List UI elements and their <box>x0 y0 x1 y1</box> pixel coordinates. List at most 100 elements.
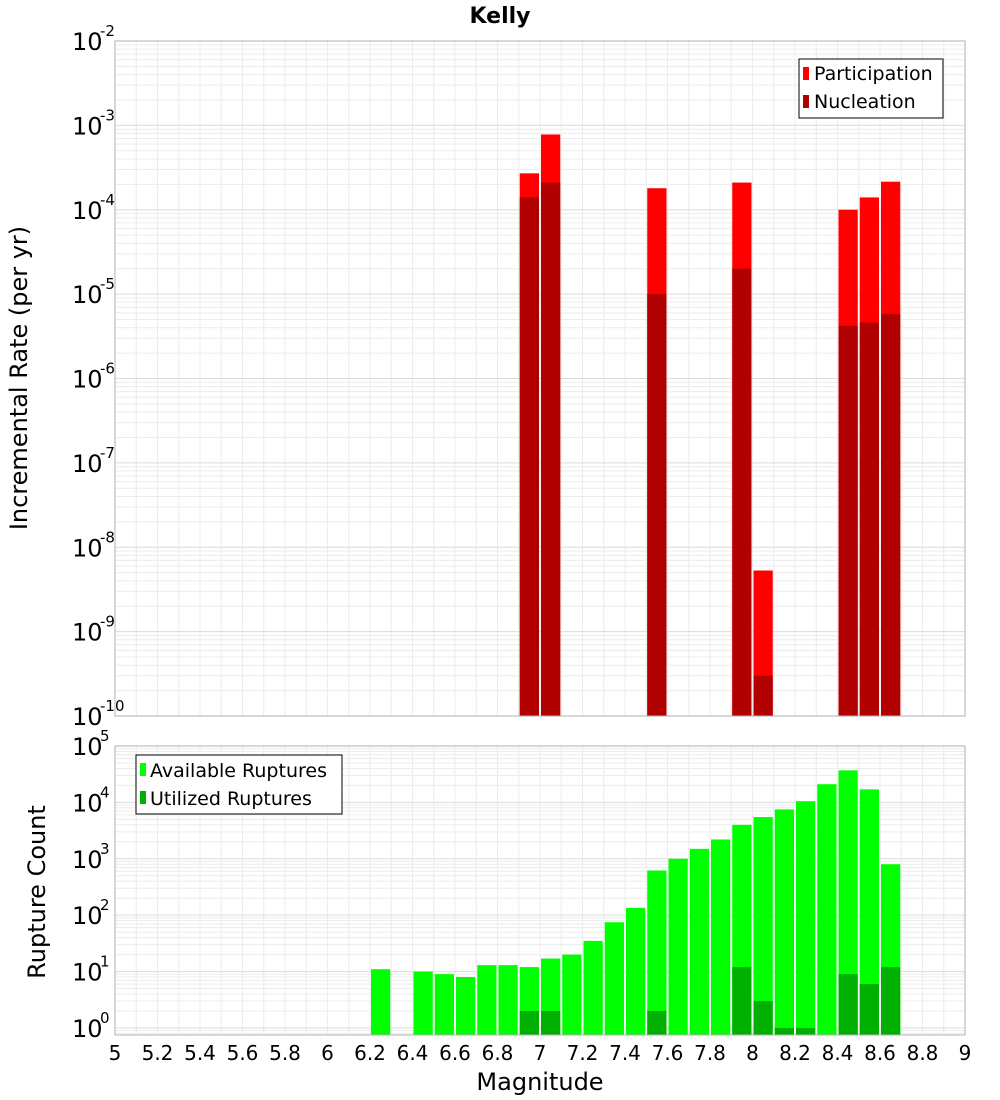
x-tick-label: 6.4 <box>397 1041 429 1065</box>
bottom-bar-available-ruptures <box>413 971 433 1035</box>
top-plot-frame <box>114 40 966 717</box>
bottom-bar-available-ruptures <box>668 858 688 1035</box>
top-y-tick-label: 10 <box>72 28 103 56</box>
available-legend-label: Available Ruptures <box>150 760 327 782</box>
bottom-y-tick-label: 10 <box>72 733 103 761</box>
bottom-y-tick-exponent: 5 <box>100 727 110 745</box>
top-y-tick-label: 10 <box>72 197 103 225</box>
nucleation-legend-label: Nucleation <box>814 91 916 113</box>
bottom-bar-available-ruptures <box>753 817 773 1035</box>
x-tick-label: 6.6 <box>439 1041 471 1065</box>
x-tick-label: 8.4 <box>822 1041 854 1065</box>
bottom-bar-utilized-ruptures <box>796 1027 816 1035</box>
bottom-y-tick-exponent: 3 <box>100 840 110 858</box>
top-bar-nucleation <box>881 314 901 716</box>
top-bar-nucleation <box>541 182 561 716</box>
bottom-bar-available-ruptures <box>647 870 667 1035</box>
x-tick-label: 5.6 <box>227 1041 259 1065</box>
top-bar-nucleation <box>647 294 667 716</box>
bottom-plot-frame <box>114 745 966 1036</box>
x-tick-label: 8.8 <box>907 1041 939 1065</box>
top-y-tick-label: 10 <box>72 703 103 731</box>
top-y-tick-label: 10 <box>72 366 103 394</box>
x-tick-label: 7 <box>534 1041 547 1065</box>
top-y-tick-label: 10 <box>72 450 103 478</box>
bottom-bar-available-ruptures <box>838 770 858 1035</box>
x-tick-label: 8.6 <box>864 1041 896 1065</box>
top-gridlines <box>114 40 966 717</box>
bottom-y-tick-label: 10 <box>72 902 103 930</box>
top-bar-nucleation <box>519 197 539 717</box>
participation-legend-label: Participation <box>814 63 933 85</box>
bottom-y-tick-exponent: 2 <box>100 896 110 914</box>
bottom-bar-available-ruptures <box>456 977 476 1035</box>
bottom-bar-available-ruptures <box>859 789 879 1035</box>
bottom-bar-utilized-ruptures <box>859 984 879 1035</box>
bottom-bar-available-ruptures <box>796 801 816 1035</box>
bottom-bar-available-ruptures <box>498 965 518 1035</box>
top-y-tick-exponent: -10 <box>100 697 125 715</box>
bottom-bar-utilized-ruptures <box>519 1010 539 1035</box>
bottom-bar-utilized-ruptures <box>838 974 858 1035</box>
nucleation-legend-swatch <box>803 95 809 108</box>
bottom-bar-utilized-ruptures <box>774 1027 794 1035</box>
x-tick-label: 5.4 <box>184 1041 216 1065</box>
x-tick-label: 8 <box>746 1041 759 1065</box>
bottom-legend: Available Ruptures Utilized Ruptures <box>135 754 343 815</box>
participation-legend-swatch <box>803 67 809 80</box>
bottom-bar-utilized-ruptures <box>732 967 752 1035</box>
top-bar-nucleation <box>753 675 773 716</box>
top-y-tick-exponent: -7 <box>100 444 115 462</box>
top-y-tick-label: 10 <box>72 281 103 309</box>
top-y-tick-exponent: -3 <box>100 106 115 124</box>
x-tick-label: 6 <box>321 1041 334 1065</box>
top-bar-nucleation <box>859 322 879 716</box>
bottom-y-tick-label: 10 <box>72 959 103 987</box>
bottom-y-tick-exponent: 0 <box>100 1009 110 1027</box>
top-bars <box>519 134 901 717</box>
bottom-y-tick-exponent: 4 <box>100 783 110 801</box>
bottom-bar-utilized-ruptures <box>647 1010 667 1035</box>
x-tick-label: 7.4 <box>609 1041 641 1065</box>
top-y-tick-exponent: -9 <box>100 613 115 631</box>
top-y-tick-label: 10 <box>72 534 103 562</box>
x-tick-label: 7.8 <box>694 1041 726 1065</box>
bottom-y-tick-label: 10 <box>72 1015 103 1043</box>
bottom-y-tick-label: 10 <box>72 789 103 817</box>
bottom-y-tick-label: 10 <box>72 846 103 874</box>
x-axis-label: Magnitude <box>476 1068 603 1096</box>
bottom-bar-available-ruptures <box>711 839 731 1035</box>
x-tick-label: 6.8 <box>482 1041 514 1065</box>
bottom-bar-available-ruptures <box>604 922 624 1035</box>
x-tick-label: 5.2 <box>142 1041 174 1065</box>
x-tick-label: 7.2 <box>567 1041 599 1065</box>
bottom-y-axis-label: Rupture Count <box>23 805 51 979</box>
x-tick-label: 5 <box>109 1041 122 1065</box>
x-tick-label: 5.8 <box>269 1041 301 1065</box>
bottom-legend-box <box>135 754 343 815</box>
chart-title: Kelly <box>469 4 530 29</box>
bottom-bar-available-ruptures <box>434 974 454 1035</box>
x-tick-labels: 5 5.2 5.4 5.6 5.8 6 6.2 6.4 6.6 6.8 7 7.2 7.4 7.6 7.8 8… <box>109 1041 972 1065</box>
bottom-bar-available-ruptures <box>583 940 603 1035</box>
bottom-bar-utilized-ruptures <box>753 1001 773 1035</box>
bottom-bar-utilized-ruptures <box>881 967 901 1035</box>
x-tick-label: 6.2 <box>354 1041 386 1065</box>
top-y-tick-exponent: -6 <box>100 360 115 378</box>
x-tick-label: 7.6 <box>652 1041 684 1065</box>
top-bar-nucleation <box>838 325 858 716</box>
top-y-tick-label: 10 <box>72 112 103 140</box>
bottom-bar-available-ruptures <box>626 907 646 1035</box>
bottom-bar-available-ruptures <box>477 965 497 1035</box>
bottom-y-tick-exponent: 1 <box>100 953 110 971</box>
bottom-bar-available-ruptures <box>689 848 709 1035</box>
x-tick-label: 9 <box>959 1041 972 1065</box>
top-y-axis-label: Incremental Rate (per yr) <box>5 226 33 530</box>
bottom-bar-available-ruptures <box>774 809 794 1035</box>
utilized-legend-swatch <box>140 791 146 804</box>
top-y-tick-exponent: -5 <box>100 275 115 293</box>
top-y-tick-label: 10 <box>72 619 103 647</box>
